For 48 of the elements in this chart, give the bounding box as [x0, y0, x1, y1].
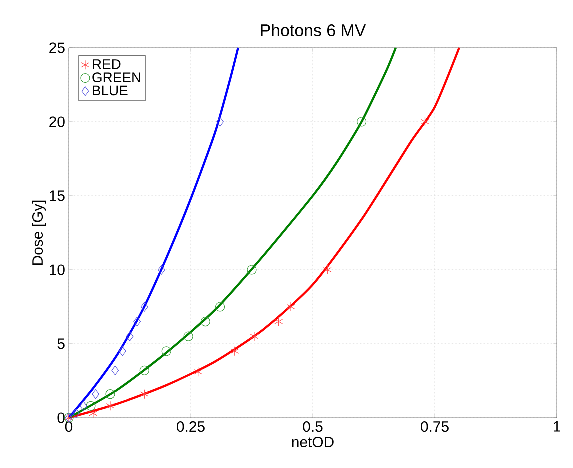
line-series [68, 46, 240, 420]
y-tick-label: 5 [58, 338, 65, 350]
y-tick-label: 25 [50, 42, 65, 54]
point [126, 332, 134, 342]
point [274, 316, 284, 327]
point [230, 346, 240, 356]
point [194, 367, 203, 377]
point [72, 408, 80, 418]
point [92, 390, 100, 400]
x-tick-label: 0.25 [177, 422, 205, 432]
point [140, 302, 148, 312]
legend-label: GREEN [92, 72, 140, 83]
x-tick-label: 0.75 [421, 422, 449, 432]
point [140, 390, 149, 400]
point [119, 346, 126, 356]
point [184, 332, 194, 342]
x-axis-title: netOD [292, 436, 334, 448]
legend-label: BLUE [93, 86, 128, 96]
x-tick-label: 0 [65, 422, 73, 432]
y-axis-title: Dose [Gy] [32, 200, 46, 265]
point [106, 390, 116, 400]
point [250, 332, 259, 342]
point [112, 366, 120, 376]
point [162, 346, 172, 356]
chart-title: Photons 6 MV [261, 24, 366, 37]
x-tick-label: 0.5 [303, 422, 323, 432]
x-tick-label: 1 [554, 422, 560, 432]
y-tick-label: 0 [58, 412, 65, 424]
point [286, 302, 296, 312]
point [106, 401, 115, 411]
point [357, 117, 367, 127]
y-tick-label: 15 [50, 190, 65, 202]
point [140, 366, 150, 376]
line-series [68, 46, 398, 420]
point [247, 265, 257, 275]
point [134, 316, 141, 327]
point [158, 265, 166, 275]
y-tick-label: 20 [50, 116, 65, 128]
y-tick-label: 10 [50, 264, 65, 276]
point [89, 408, 98, 418]
legend-label: RED [93, 60, 121, 70]
point [80, 401, 88, 411]
point [216, 117, 224, 127]
point [421, 117, 430, 127]
point [215, 302, 226, 312]
point [323, 265, 332, 275]
point [200, 316, 210, 327]
point [86, 401, 96, 411]
